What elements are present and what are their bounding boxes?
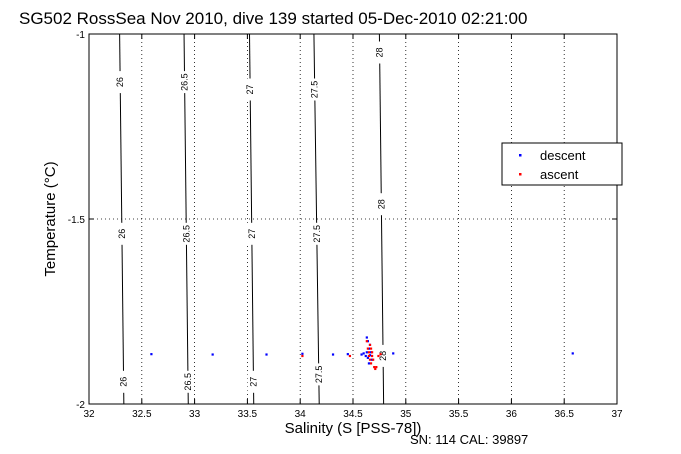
x-tick-label: 36: [506, 409, 518, 420]
isopycnal-line: [119, 33, 125, 405]
ascent-point: [365, 340, 368, 343]
isopycnal-label: 28: [378, 351, 388, 361]
isopycnal-label-bg: [377, 344, 390, 367]
isopycnal-label: 27.5: [314, 366, 324, 384]
isopycnal-label-bg: [117, 370, 130, 393]
descent-point: [362, 352, 365, 355]
isopycnal-label: 27: [247, 229, 257, 239]
isopycnal-label: 27: [248, 377, 258, 387]
descent-point: [150, 353, 153, 356]
data-points: [150, 336, 574, 371]
descent-point: [331, 353, 335, 356]
isopycnal-label: 26.5: [181, 225, 191, 243]
legend-box: [501, 142, 623, 186]
descent-point: [346, 353, 349, 356]
isopycnal-label-bg: [312, 363, 325, 386]
isopycnal-label: 26: [115, 77, 125, 87]
x-tick-label: 35: [400, 409, 412, 420]
ascent-point: [368, 358, 372, 361]
isopycnal-label: 26: [119, 377, 129, 387]
descent-point: [301, 352, 304, 355]
grid: [89, 34, 617, 404]
x-tick-label: 32: [83, 409, 95, 420]
isopycnal-label: 28: [375, 47, 385, 57]
isopycnal-label: 27.5: [312, 225, 322, 243]
x-tick-label: 32.5: [132, 409, 152, 420]
y-axis-label: Temperature (°C): [42, 161, 59, 276]
ascent-point: [375, 366, 378, 369]
chart-title: SG502 RossSea Nov 2010, dive 139 started…: [19, 9, 527, 28]
isopycnal-label: 26: [117, 229, 127, 239]
ascent-point: [348, 354, 352, 358]
legend-marker-ascent: [519, 173, 522, 176]
legend: descent ascent: [501, 142, 623, 186]
descent-point: [365, 351, 368, 354]
descent-point: [365, 336, 368, 339]
y-tick-label: -2: [76, 400, 85, 411]
isopycnal-label-bg: [310, 222, 323, 245]
ascent-point: [366, 347, 369, 350]
descent-point: [265, 353, 268, 356]
isopycnal-label-bg: [182, 370, 195, 393]
isopycnal-label-bg: [115, 222, 128, 245]
descent-point: [367, 362, 371, 365]
x-tick-label: 34: [295, 409, 307, 420]
descent-point: [366, 356, 369, 359]
isopycnal-label: 27: [245, 84, 255, 94]
x-tick-label: 33: [189, 409, 201, 420]
x-axis-label: Salinity (S [PSS-78]): [285, 420, 422, 437]
isopycnal-label-bg: [180, 222, 193, 245]
isopycnal-line: [378, 33, 385, 405]
ascent-point: [369, 362, 373, 365]
footer-serial-cal: SN: 114 CAL: 39897: [410, 432, 528, 447]
axis-ticks: 32 32.5 33 33.5 34 34.5 35 35.5 36 36.5 37 -2 -1.5 -1: [68, 30, 623, 420]
x-tick-label: 33.5: [238, 409, 258, 420]
y-tick-label: -1: [76, 30, 85, 41]
descent-point: [360, 353, 363, 356]
ascent-point: [373, 366, 376, 369]
y-tick-label: -1.5: [68, 215, 86, 226]
descent-point: [392, 352, 395, 355]
descent-point: [364, 354, 367, 358]
ascent-point: [374, 367, 377, 371]
isopycnal-label: 28: [376, 199, 386, 209]
x-tick-label: 37: [611, 409, 623, 420]
isopycnal-label-bg: [244, 78, 257, 101]
ascent-point: [377, 354, 380, 358]
ascent-point: [367, 354, 371, 358]
isopycnal-label-bg: [245, 222, 258, 245]
ascent-point: [301, 354, 304, 358]
legend-label-ascent: ascent: [540, 167, 579, 182]
isopycnal-label: 26.5: [180, 73, 190, 91]
isopycnal-label-bg: [308, 78, 321, 101]
x-tick-label: 35.5: [449, 409, 469, 420]
descent-point: [571, 352, 574, 355]
isopycnal-label-bg: [247, 370, 260, 393]
ascent-point: [371, 351, 374, 354]
ascent-point: [368, 343, 372, 346]
ascent-point: [371, 354, 374, 358]
isopycnal-label: 27.5: [310, 81, 320, 99]
ascent-point: [372, 358, 375, 361]
x-tick-label: 34.5: [343, 409, 363, 420]
density-contours: 26 26 26 26.5 26.5 26.5 27 27 27 27.5 27.5 27.5 28 28…: [114, 33, 390, 405]
isopycnal-line: [183, 33, 189, 405]
ascent-point: [367, 351, 371, 354]
legend-label-descent: descent: [540, 148, 586, 163]
ascent-point: [369, 347, 373, 350]
legend-marker-descent: [519, 154, 522, 157]
isopycnal-label: 26.5: [183, 373, 193, 391]
isopycnal-label-bg: [178, 71, 191, 94]
x-tick-label: 36.5: [554, 409, 574, 420]
isopycnal-label-bg: [375, 193, 388, 216]
isopycnal-label-bg: [373, 41, 386, 64]
descent-point: [211, 353, 214, 356]
isopycnal-label-bg: [114, 71, 127, 94]
ascent-point: [379, 353, 382, 356]
